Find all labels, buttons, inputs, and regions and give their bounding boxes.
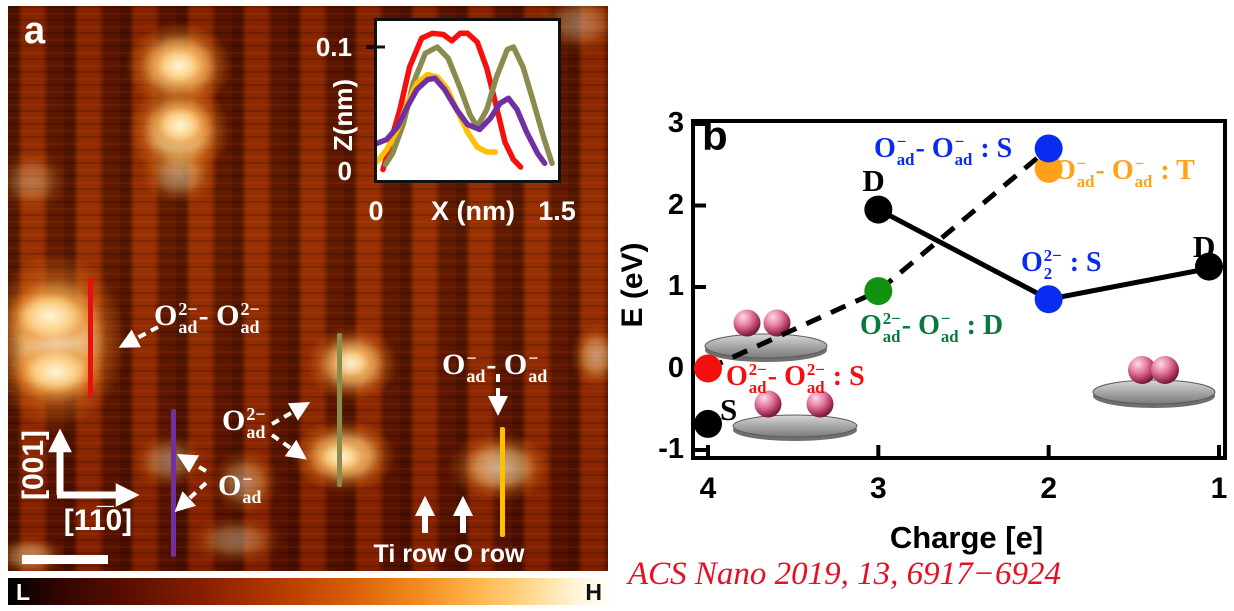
axis-label-001: [001]	[17, 429, 50, 501]
label-peroxo: O 2− ad	[222, 403, 266, 443]
stm-bright-feature	[140, 146, 218, 204]
red-profile-line	[88, 277, 93, 397]
purple-profile-line	[171, 409, 176, 557]
molecule-two-adatoms-low-icon	[732, 390, 858, 441]
colorbar-high-label: H	[585, 579, 602, 605]
stm-bright-feature	[571, 324, 608, 388]
dashed-trend-line	[706, 146, 1051, 371]
multiplicity-label-D: D	[1193, 228, 1216, 264]
stm-bright-feature	[8, 150, 68, 212]
stm-bright-feature	[324, 342, 378, 384]
panel-a-annotation-overlay	[22, 325, 508, 564]
arrow-superoxo-down-icon	[174, 481, 208, 513]
inset-ytick-label-0: 0	[337, 156, 352, 186]
energy-charge-plot	[691, 119, 1227, 460]
stm-bright-feature	[211, 449, 279, 515]
stm-image-panel: a 0.1 Z(nm) 0 0 X (nm) 1.5 O 2− ad - O 2− ad …	[8, 6, 608, 571]
label-superoxo: O − ad	[218, 468, 262, 508]
x-tick-2: 2	[1040, 472, 1057, 505]
label-superoxo-dimer-triplet: O − ad - O − ad : T	[1054, 154, 1195, 191]
y-tick--1: -1	[658, 433, 684, 465]
molecule-O2-icon	[1092, 356, 1216, 408]
x-tick-1: 1	[1210, 472, 1228, 505]
crystal-axes-arrows-icon	[48, 428, 140, 507]
colorbar-low-label: L	[16, 579, 31, 605]
gold-profile-line	[500, 427, 505, 537]
inset-xtick-label-0: 0	[368, 196, 384, 226]
stm-colorbar: L H	[8, 578, 610, 605]
label-peroxo-dimer-singlet: O 2− ad - O 2− ad : S	[726, 360, 865, 397]
multiplicity-label-S: S	[720, 391, 738, 427]
stm-bright-feature	[8, 536, 66, 571]
label-superoxo-dimer-singlet: O − ad - O − ad : S	[874, 132, 1013, 169]
row-labels: Ti row O row	[373, 540, 525, 568]
x-tick-3: 3	[869, 472, 887, 505]
data-point-black-3e	[864, 195, 893, 224]
data-point-blue-2e	[1034, 134, 1063, 163]
plot-data-points	[694, 134, 1223, 438]
inset-ytick-outer	[366, 45, 375, 49]
label-superoxo-dimer: O − ad - O − ad	[442, 347, 548, 387]
inset-ytick-label-01: 0.1	[315, 32, 352, 62]
stm-bright-feature	[8, 284, 98, 348]
arrow-superoxo-up-icon	[176, 453, 208, 473]
height-profile-inset-chart	[374, 18, 561, 183]
arrow-peroxo-up-icon	[271, 402, 311, 426]
arrow-to-peroxo-dimer-icon	[118, 325, 159, 348]
y-tick-3: 3	[667, 107, 684, 139]
label-peroxo-dimer: O 2− ad - O 2− ad	[154, 298, 260, 338]
panel-a-letter: a	[24, 10, 46, 52]
y-tick-2: 2	[667, 188, 684, 221]
olive-profile-line	[337, 333, 342, 487]
inset-ylabel: Z(nm)	[328, 78, 358, 152]
label-peroxide-singlet: O 2− 2 : S	[1021, 246, 1102, 283]
x-axis-label: Charge [e]	[889, 520, 1044, 555]
label-peroxo-superoxo-doublet: O 2− ad - O − ad : D	[860, 309, 1004, 346]
stm-bright-feature	[188, 516, 284, 564]
inset-xlabel: X (nm)	[431, 196, 515, 226]
data-point-black-1e	[1195, 252, 1223, 281]
data-point-black-4e	[694, 409, 722, 438]
inset-xtick-label-15: 1.5	[538, 196, 576, 226]
scale-bar	[22, 555, 108, 564]
red-profile	[380, 30, 524, 173]
citation: ACS Nano 2019, 13, 6917−6924	[628, 556, 1061, 592]
data-point-orange-2e	[1034, 154, 1063, 183]
stm-bright-feature	[146, 40, 212, 92]
data-point-green-3e	[864, 277, 893, 306]
arrow-peroxo-down-icon	[270, 433, 307, 460]
y-tick-1: 1	[667, 270, 684, 302]
purple-profile	[374, 75, 548, 167]
data-point-blue-2e	[1034, 285, 1063, 314]
axis-label-1-10: [11̅0]	[63, 504, 133, 537]
panel-b-letter: b	[702, 112, 728, 159]
multiplicity-label-D: D	[862, 162, 885, 198]
stm-bright-feature	[148, 100, 212, 150]
x-tick-4: 4	[699, 472, 717, 505]
data-point-red-4e	[694, 354, 722, 383]
y-tick-0: 0	[667, 351, 684, 384]
